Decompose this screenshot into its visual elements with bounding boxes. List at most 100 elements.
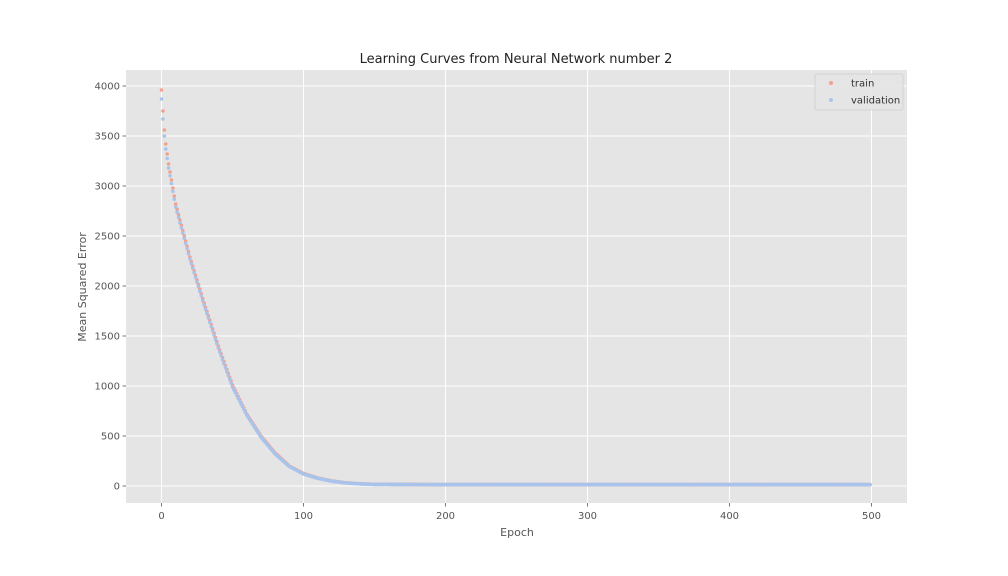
data-point-validation xyxy=(173,205,178,209)
y-tick-label: 1500 xyxy=(95,332,120,343)
data-point-validation xyxy=(169,181,174,186)
legend-marker-validation xyxy=(829,98,833,102)
data-point-validation xyxy=(203,307,208,312)
x-tick-label: 300 xyxy=(578,511,597,522)
data-point-train xyxy=(159,88,164,92)
data-point-validation xyxy=(234,393,239,398)
data-point-validation xyxy=(195,280,199,284)
data-point-validation xyxy=(183,241,188,246)
grid-layer xyxy=(126,70,907,503)
data-point-validation xyxy=(193,275,198,280)
data-point-validation xyxy=(236,396,240,401)
data-point-validation xyxy=(190,266,195,271)
data-point-validation xyxy=(220,357,225,362)
data-point-validation xyxy=(205,311,209,316)
data-point-validation xyxy=(868,482,872,487)
x-tick-label: 200 xyxy=(436,511,455,522)
data-point-validation xyxy=(186,252,191,256)
data-point-validation xyxy=(239,402,243,406)
data-point-validation xyxy=(215,341,219,346)
legend-label-validation: validation xyxy=(851,96,900,107)
data-point-validation xyxy=(217,350,222,354)
y-tick-label: 4000 xyxy=(95,82,120,93)
y-tick-label: 2000 xyxy=(95,282,120,293)
y-tick-label: 500 xyxy=(101,432,120,443)
data-point-validation xyxy=(233,390,238,395)
data-point-validation xyxy=(202,303,206,307)
data-point-validation xyxy=(162,134,167,138)
data-point-validation xyxy=(225,369,229,374)
data-point-validation xyxy=(165,156,169,161)
data-point-train xyxy=(166,162,171,166)
data-point-validation xyxy=(209,324,213,329)
x-tick-label: 500 xyxy=(862,511,881,522)
data-point-validation xyxy=(175,210,179,214)
y-tick-label: 2500 xyxy=(95,232,120,243)
data-point-train xyxy=(165,152,169,156)
y-tick-label: 0 xyxy=(114,482,120,493)
points-layer xyxy=(159,88,872,487)
data-point-validation xyxy=(243,410,248,415)
x-axis-label: Epoch xyxy=(500,526,534,539)
data-point-train xyxy=(172,194,177,198)
data-point-train xyxy=(162,128,167,132)
x-tick-label: 100 xyxy=(294,511,313,522)
data-point-validation xyxy=(189,261,194,266)
x-tick-label: 400 xyxy=(720,511,739,522)
data-point-validation xyxy=(216,346,221,350)
y-axis-label: Mean Squared Error xyxy=(76,232,89,342)
legend-box xyxy=(814,73,904,111)
data-point-validation xyxy=(196,284,201,289)
data-point-validation xyxy=(179,226,184,230)
data-point-validation xyxy=(166,166,171,170)
data-point-validation xyxy=(223,365,228,370)
data-point-validation xyxy=(222,361,226,366)
data-point-train xyxy=(161,109,165,113)
data-point-train xyxy=(173,202,178,206)
data-point-validation xyxy=(200,298,205,303)
data-point-validation xyxy=(213,337,218,342)
data-point-validation xyxy=(237,399,242,403)
data-point-train xyxy=(168,170,172,174)
data-point-validation xyxy=(188,257,192,261)
data-point-validation xyxy=(207,320,212,325)
y-tick-label: 3500 xyxy=(95,132,120,143)
data-point-validation xyxy=(219,354,223,358)
data-point-validation xyxy=(242,407,246,412)
series-validation xyxy=(159,97,872,487)
legend-label-train: train xyxy=(851,79,874,90)
data-point-train xyxy=(169,178,174,182)
data-point-validation xyxy=(163,147,168,151)
data-point-validation xyxy=(182,236,187,240)
y-tick-label: 1000 xyxy=(95,382,120,393)
chart-title: Learning Curves from Neural Network numb… xyxy=(360,52,673,67)
data-point-train xyxy=(163,142,168,146)
data-point-validation xyxy=(178,220,182,225)
data-point-validation xyxy=(212,333,216,337)
legend-marker-train xyxy=(829,81,833,85)
data-point-validation xyxy=(159,97,164,101)
data-point-validation xyxy=(199,294,204,298)
data-point-validation xyxy=(185,246,189,251)
x-tick-label: 0 xyxy=(158,511,164,522)
data-point-validation xyxy=(192,271,196,275)
data-point-validation xyxy=(198,289,202,294)
data-point-validation xyxy=(206,316,211,320)
data-point-train xyxy=(181,228,185,233)
data-point-validation xyxy=(161,117,165,121)
data-point-validation xyxy=(168,174,172,178)
data-point-validation xyxy=(181,231,185,235)
data-point-validation xyxy=(232,388,236,392)
data-point-validation xyxy=(226,373,231,378)
data-point-validation xyxy=(229,381,233,385)
data-point-validation xyxy=(176,215,181,220)
data-point-train xyxy=(171,186,175,190)
data-point-validation xyxy=(172,197,177,201)
data-point-validation xyxy=(240,404,245,409)
data-point-validation xyxy=(171,189,175,194)
data-point-validation xyxy=(227,377,232,382)
ticks-layer: 0 100 200 300 400 500 0 500 1000 1500 2000 2500 3000… xyxy=(95,82,882,523)
y-tick-label: 3000 xyxy=(95,182,120,193)
